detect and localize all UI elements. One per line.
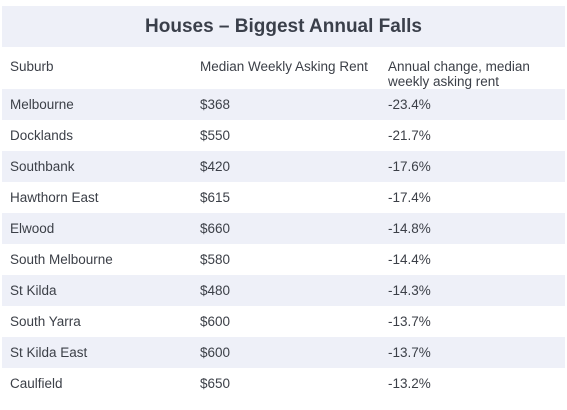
cell-rent: $368 bbox=[192, 89, 380, 120]
cell-rent: $615 bbox=[200, 190, 231, 205]
cell-suburb: Docklands bbox=[10, 128, 74, 143]
cell-change: -17.4% bbox=[388, 190, 431, 205]
cell-change: -17.6% bbox=[380, 151, 565, 182]
table-title: Houses – Biggest Annual Falls bbox=[2, 6, 565, 47]
cell-change: -13.7% bbox=[388, 314, 431, 329]
table-row: St Kilda $480 -14.3% bbox=[2, 275, 565, 306]
table-row: Caulfield $650 -13.2% bbox=[2, 368, 565, 399]
cell-suburb: St Kilda bbox=[2, 275, 192, 306]
table-row: St Kilda East $600 -13.7% bbox=[2, 337, 565, 368]
cell-change: -14.3% bbox=[380, 275, 565, 306]
cell-suburb: South Melbourne bbox=[10, 252, 113, 267]
cell-rent: $550 bbox=[200, 128, 231, 143]
cell-change: -14.8% bbox=[380, 213, 565, 244]
cell-suburb: Caulfield bbox=[10, 376, 63, 391]
cell-rent: $660 bbox=[192, 213, 380, 244]
cell-change: -23.4% bbox=[380, 89, 565, 120]
cell-suburb: Melbourne bbox=[2, 89, 192, 120]
cell-rent: $600 bbox=[200, 314, 231, 329]
cell-rent: $600 bbox=[192, 337, 380, 368]
cell-change: -14.4% bbox=[388, 252, 431, 267]
cell-change: -21.7% bbox=[388, 128, 431, 143]
table-row: Hawthorn East $615 -17.4% bbox=[2, 182, 565, 213]
cell-rent: $580 bbox=[200, 252, 231, 267]
cell-change: -13.2% bbox=[388, 376, 431, 391]
rent-table: Suburb Median Weekly Asking Rent Annual … bbox=[2, 47, 565, 399]
table-row: Elwood $660 -14.8% bbox=[2, 213, 565, 244]
column-header-suburb: Suburb bbox=[10, 59, 54, 74]
cell-suburb: Hawthorn East bbox=[10, 190, 99, 205]
table-row: Docklands $550 -21.7% bbox=[2, 120, 565, 151]
table-row: South Yarra $600 -13.7% bbox=[2, 306, 565, 337]
cell-suburb: Elwood bbox=[2, 213, 192, 244]
table-row: Southbank $420 -17.6% bbox=[2, 151, 565, 182]
table-row: South Melbourne $580 -14.4% bbox=[2, 244, 565, 275]
column-header-change: Annual change, median weekly asking rent bbox=[388, 59, 530, 89]
cell-rent: $420 bbox=[192, 151, 380, 182]
cell-rent: $480 bbox=[192, 275, 380, 306]
cell-suburb: St Kilda East bbox=[2, 337, 192, 368]
cell-suburb: South Yarra bbox=[10, 314, 81, 329]
table-row: Melbourne $368 -23.4% bbox=[2, 89, 565, 120]
cell-suburb: Southbank bbox=[2, 151, 192, 182]
cell-change: -13.7% bbox=[380, 337, 565, 368]
cell-rent: $650 bbox=[200, 376, 231, 391]
header-row: Suburb Median Weekly Asking Rent Annual … bbox=[2, 47, 565, 89]
column-header-rent: Median Weekly Asking Rent bbox=[200, 59, 368, 74]
